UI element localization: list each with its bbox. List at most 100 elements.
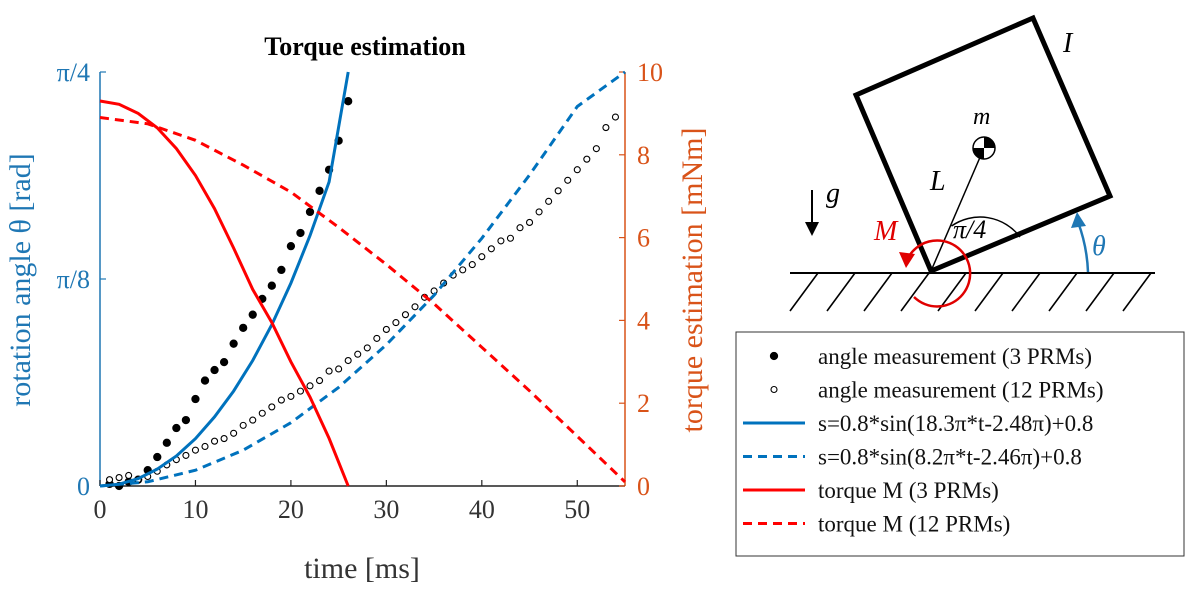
series-1-point (305, 207, 315, 217)
series-2-point (344, 356, 352, 365)
series-2-point (249, 416, 257, 424)
series-2-point (277, 396, 285, 404)
series-3-line (99, 71, 350, 488)
moment-arrow-icon (899, 239, 972, 308)
right-tick-label: 8 (637, 141, 650, 170)
gravity-arrow-icon (805, 190, 819, 236)
series-1-point (162, 438, 171, 447)
right-tick-label: 6 (637, 224, 650, 253)
series-2-point (516, 224, 524, 232)
angle-label: π/4 (953, 215, 986, 244)
x-tick-label: 20 (278, 495, 304, 524)
x-axis-label: time [ms] (304, 552, 420, 585)
series-2-point (239, 421, 247, 429)
angle-arc (951, 216, 1021, 238)
series-1-point (286, 242, 296, 251)
series-1-point (153, 452, 162, 462)
center-of-mass-icon (972, 136, 996, 160)
series-2-point (554, 187, 562, 195)
series-2-point (296, 387, 305, 395)
legend-label: s=0.8*sin(18.3π*t-2.48π)+0.8 (818, 411, 1093, 436)
series-2-point (115, 474, 123, 482)
legend: angle measurement (3 PRMs) angle measurem… (735, 331, 1185, 557)
base-ray (930, 231, 1026, 272)
series-2-point (545, 197, 553, 205)
left-tick-label: π/8 (57, 265, 90, 294)
series-2-point (335, 365, 343, 373)
right-tick-label: 4 (637, 306, 650, 335)
series-2-point (602, 124, 610, 132)
legend-items: angle measurement (3 PRMs) angle measurem… (743, 344, 1104, 537)
left-tick-label: π/4 (57, 58, 90, 87)
right-tick-label: 0 (637, 472, 650, 501)
chart-title: Torque estimation (264, 32, 466, 61)
ground-hatching (789, 272, 1152, 312)
series-2-point (497, 237, 505, 245)
series-2-point (459, 266, 467, 274)
left-axis-label: rotation angle θ [rad] (4, 153, 37, 406)
series-2-point (315, 377, 324, 385)
inertia-label: I (1062, 28, 1074, 59)
legend-label: torque M (12 PRMs) (818, 512, 1010, 537)
legend-label: angle measurement (3 PRMs) (818, 344, 1092, 369)
series-2-point (210, 437, 219, 445)
series-1-point (219, 357, 229, 367)
series-2-point (468, 261, 476, 269)
right-tick-label: 2 (637, 389, 650, 418)
series-2-point (354, 350, 362, 358)
series-2-point (287, 392, 295, 400)
legend-label: torque M (3 PRMs) (818, 478, 999, 503)
series-2-point (487, 245, 495, 253)
series-2-point (230, 429, 238, 437)
series-2-point (306, 382, 314, 390)
x-tick-label: 10 (182, 495, 208, 524)
gravity-label: g (826, 178, 840, 209)
series-2-point (592, 145, 600, 153)
right-ticks: 0 2 4 6 8 10 (619, 58, 663, 501)
series-2-point (411, 303, 419, 311)
series-1-point (200, 376, 210, 385)
series-2-point (611, 113, 620, 121)
series-1-point (344, 97, 353, 106)
series-5-line (99, 99, 350, 487)
series-2-point (220, 435, 228, 443)
series-2-point (583, 155, 591, 163)
legend-label: angle measurement (12 PRMs) (818, 378, 1104, 403)
x-ticks: 0 10 20 30 40 50 (94, 480, 590, 524)
x-tick-label: 0 (94, 495, 107, 524)
theta-label: θ (1092, 231, 1106, 262)
series-2-point (573, 166, 581, 174)
series-2-point (201, 442, 209, 451)
series-2-point (525, 218, 534, 226)
series-1-point (210, 365, 219, 375)
series-1-point (296, 228, 305, 238)
right-axis-label: torque estimation [mNm] (676, 128, 709, 433)
series-1-point (267, 281, 276, 290)
x-tick-label: 50 (564, 495, 590, 524)
length-label: L (929, 166, 946, 197)
x-tick-label: 30 (373, 495, 399, 524)
box-body (852, 14, 1114, 275)
series-2-point (363, 344, 371, 352)
series-2-point (478, 253, 486, 261)
series-1-point (277, 265, 286, 275)
x-tick-label: 40 (469, 495, 495, 524)
theta-arrow-icon (1071, 212, 1090, 273)
series-2-point (382, 325, 390, 333)
series-2-point (125, 471, 133, 480)
chart: Torque estimation 0 10 20 30 40 50 0 π/8 π/4 0 2… (4, 32, 709, 585)
legend-box (735, 331, 1185, 557)
series-1-point (172, 423, 181, 433)
series-1-point (239, 323, 248, 333)
series-6-line (99, 116, 627, 483)
diagram: I L π/4 m g M θ (789, 14, 1155, 312)
moment-label: M (873, 216, 899, 247)
series-2-point (182, 451, 190, 459)
series-2-point (105, 476, 114, 484)
mass-label: m (973, 104, 990, 130)
series-2-point (325, 367, 333, 375)
series-1-point (229, 339, 238, 348)
legend-marker (770, 385, 778, 394)
series-2-point (535, 208, 543, 216)
